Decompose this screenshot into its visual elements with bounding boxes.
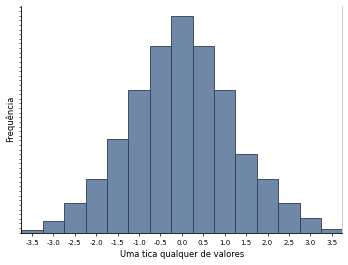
Bar bbox=[214, 90, 235, 233]
Bar bbox=[192, 46, 214, 233]
Bar bbox=[321, 229, 342, 233]
Bar bbox=[107, 139, 128, 233]
Bar bbox=[257, 179, 278, 233]
Bar bbox=[43, 221, 64, 233]
Bar bbox=[300, 218, 321, 233]
Bar bbox=[171, 16, 192, 233]
Bar bbox=[150, 46, 171, 233]
Bar bbox=[128, 90, 150, 233]
Y-axis label: Frequência: Frequência bbox=[6, 96, 15, 142]
Bar bbox=[64, 203, 86, 233]
Bar bbox=[235, 154, 257, 233]
Bar bbox=[86, 179, 107, 233]
X-axis label: Uma tica qualquer de valores: Uma tica qualquer de valores bbox=[120, 250, 244, 259]
Bar bbox=[21, 230, 43, 233]
Bar bbox=[278, 203, 300, 233]
